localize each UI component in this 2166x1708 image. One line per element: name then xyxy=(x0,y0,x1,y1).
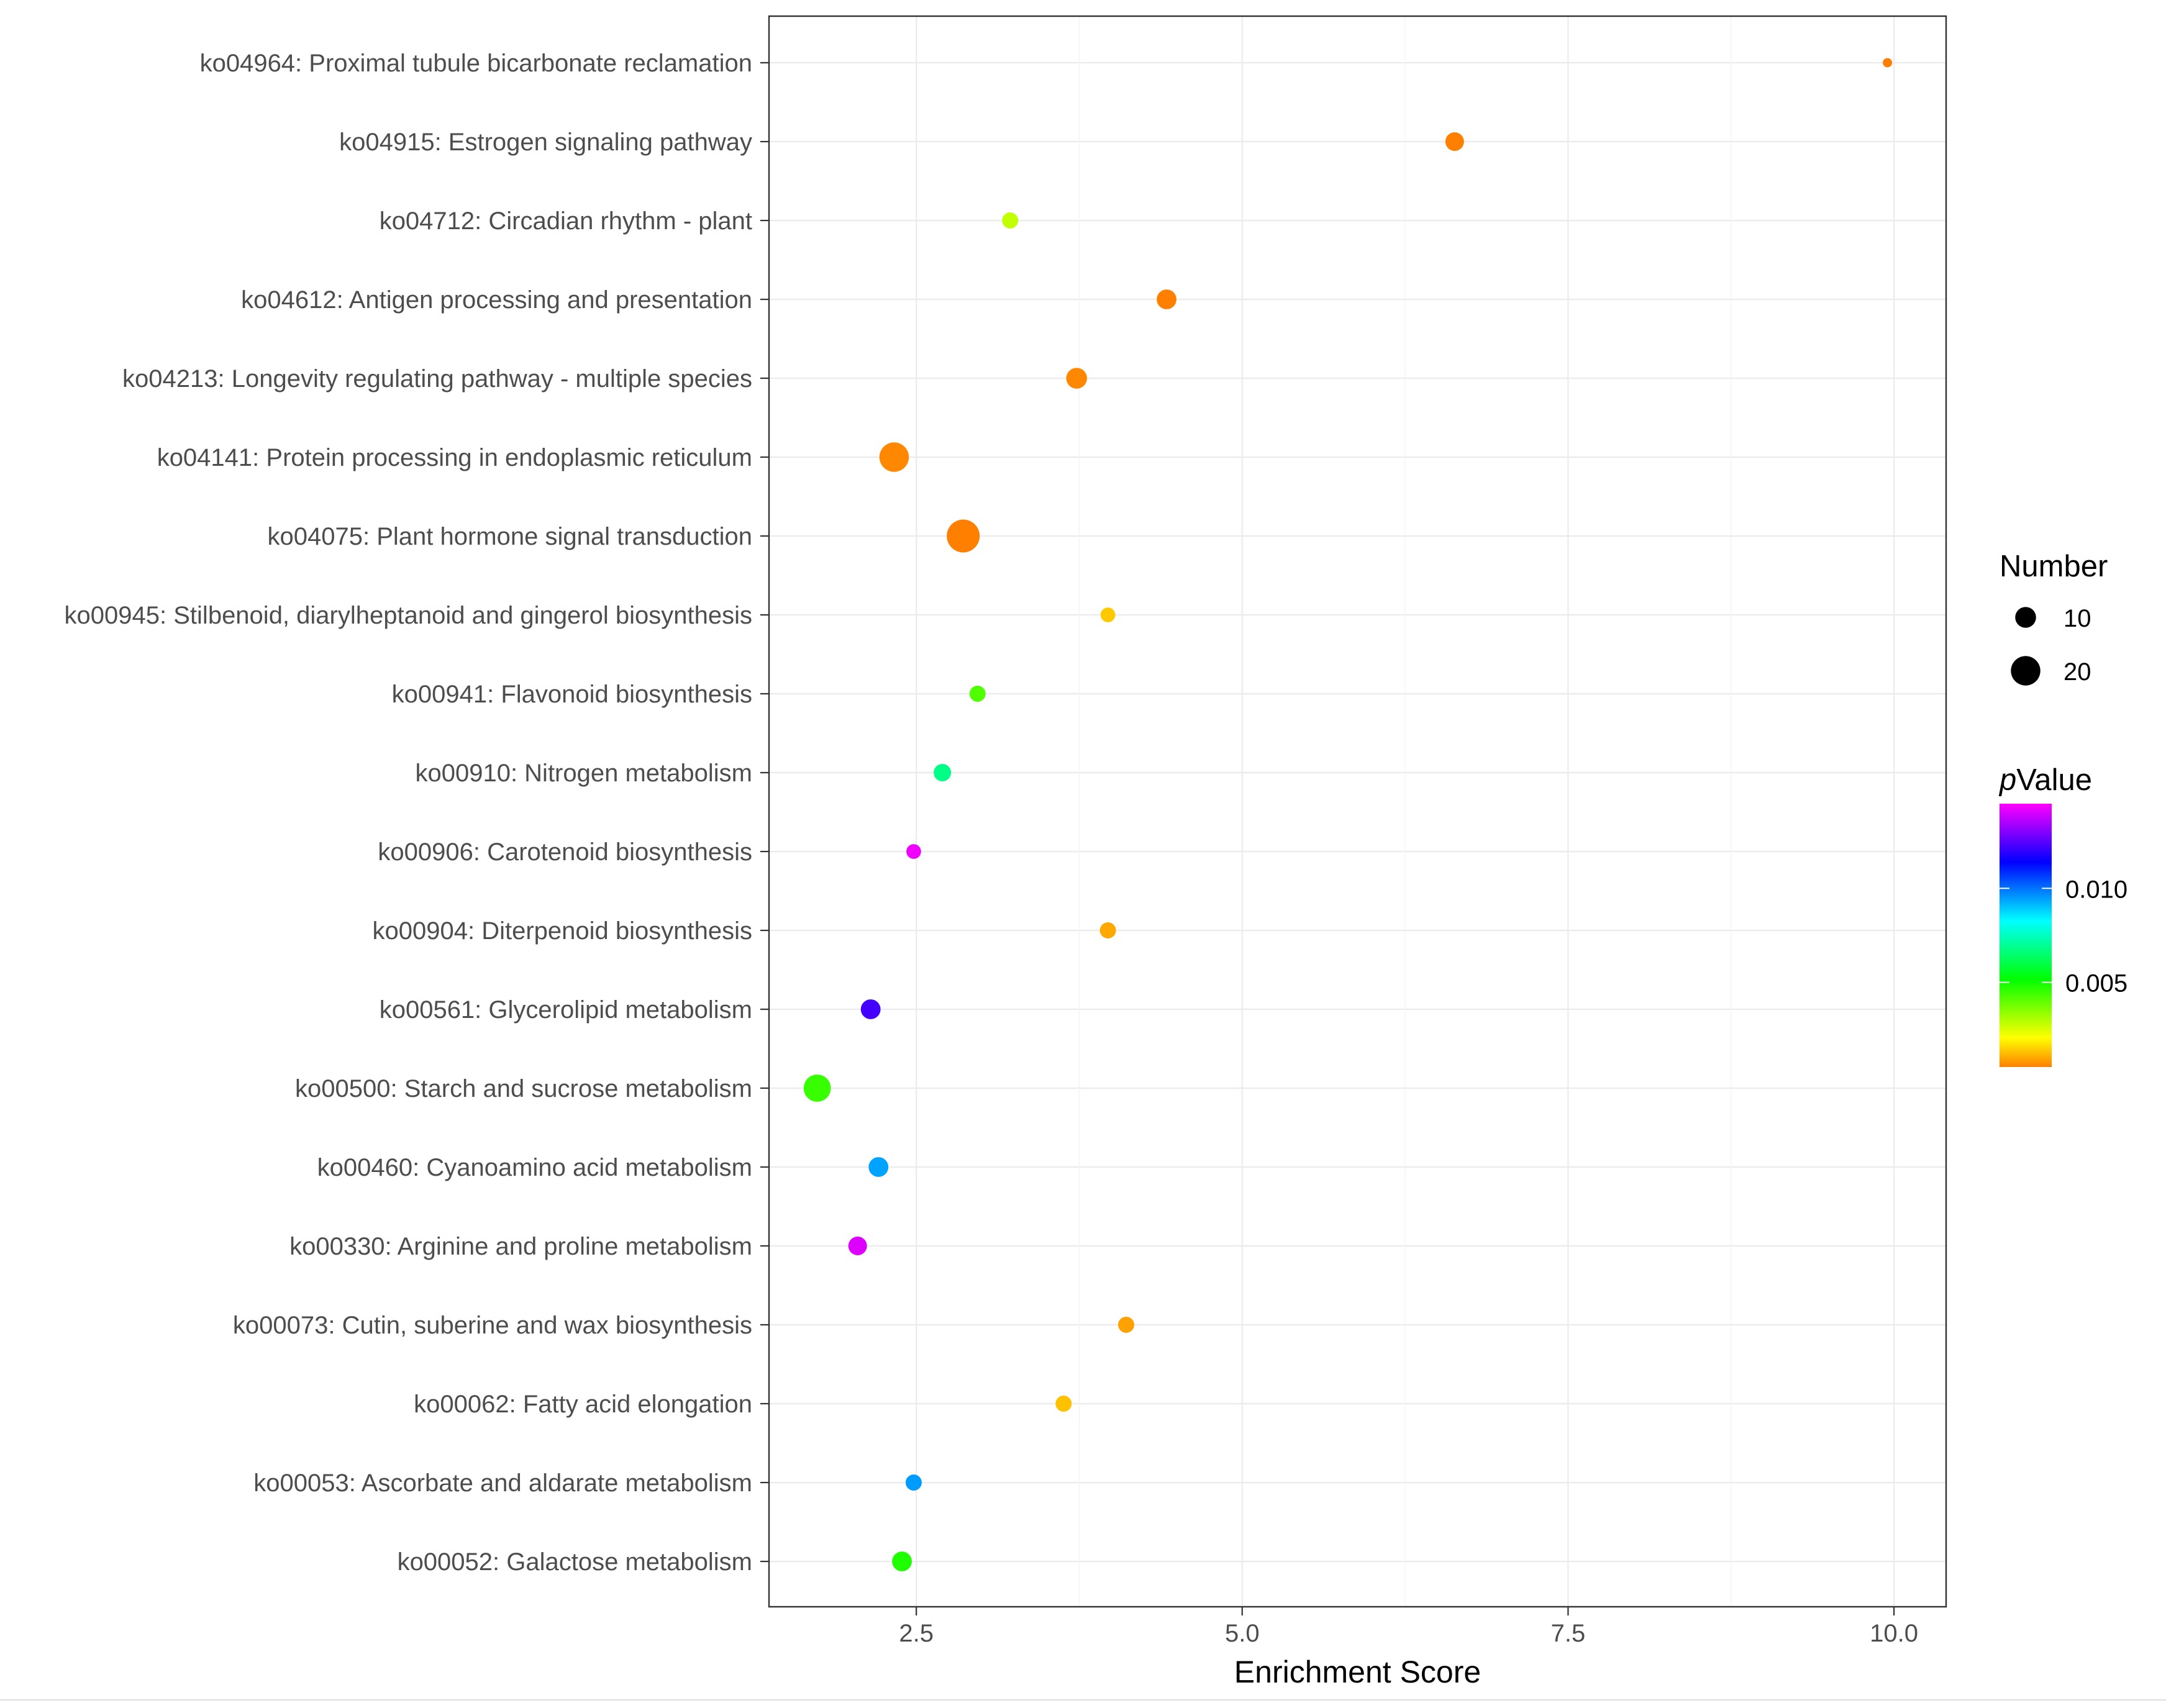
data-point xyxy=(969,686,986,702)
data-point xyxy=(1002,212,1019,229)
data-point xyxy=(860,999,881,1019)
y-axis-category-label: ko04075: Plant hormone signal transducti… xyxy=(267,523,752,550)
colorbar-tick-label: 0.010 xyxy=(2065,876,2127,903)
data-point xyxy=(803,1074,831,1102)
data-point xyxy=(848,1237,867,1255)
colorbar-tick-label: 0.005 xyxy=(2065,970,2127,997)
legend-number-key xyxy=(2015,607,2036,628)
legend-pvalue: pValue 0.010 0.005 xyxy=(1998,763,2127,1067)
data-point xyxy=(1099,922,1116,938)
data-point xyxy=(868,1157,889,1177)
legend-number-key xyxy=(2011,656,2041,686)
data-point xyxy=(1100,607,1116,622)
legend-number-label: 20 xyxy=(2064,658,2091,686)
data-point xyxy=(906,844,921,859)
data-point xyxy=(934,763,952,782)
plot-panel-border xyxy=(768,15,1947,1608)
data-point xyxy=(1445,132,1464,151)
y-axis-category-label: ko00945: Stilbenoid, diarylheptanoid and… xyxy=(65,602,752,629)
y-axis-category-label: ko00053: Ascorbate and aldarate metaboli… xyxy=(253,1470,752,1497)
y-axis-category-labels: ko04964: Proximal tubule bicarbonate rec… xyxy=(65,50,769,1576)
y-axis-category-label: ko00500: Starch and sucrose metabolism xyxy=(295,1075,752,1102)
pvalue-colorbar xyxy=(2000,804,2052,1067)
y-axis-category-label: ko04141: Protein processing in endoplasm… xyxy=(157,444,752,471)
legend-pvalue-title-italic: p xyxy=(1998,763,2016,797)
data-point xyxy=(1157,289,1176,309)
data-point xyxy=(905,1474,922,1491)
y-axis-category-label: ko00460: Cyanoamino acid metabolism xyxy=(317,1154,752,1181)
y-axis-category-label: ko00052: Galactose metabolism xyxy=(398,1548,752,1576)
x-axis-title: Enrichment Score xyxy=(1234,1655,1481,1689)
data-point xyxy=(892,1551,912,1571)
y-axis-category-label: ko00062: Fatty acid elongation xyxy=(414,1391,752,1418)
legend-pvalue-title: pValue xyxy=(1998,763,2092,797)
y-axis-category-label: ko00561: Glycerolipid metabolism xyxy=(380,996,752,1024)
x-axis: 2.5 5.0 7.5 10.0 xyxy=(899,1607,1918,1647)
x-axis-tick-label: 2.5 xyxy=(899,1620,934,1647)
legend-pvalue-title-rest: Value xyxy=(2016,763,2092,797)
data-points xyxy=(803,58,1893,1571)
y-axis-category-label: ko00073: Cutin, suberine and wax biosynt… xyxy=(233,1312,752,1339)
x-axis-tick-label: 7.5 xyxy=(1551,1620,1586,1647)
x-axis-tick-label: 10.0 xyxy=(1870,1620,1918,1647)
y-axis-category-label: ko04612: Antigen processing and presenta… xyxy=(241,286,752,314)
y-axis-category-label: ko00910: Nitrogen metabolism xyxy=(415,760,752,787)
y-axis-category-label: ko00904: Diterpenoid biosynthesis xyxy=(372,917,752,945)
legend-number: Number 10 20 xyxy=(2000,550,2108,686)
data-point xyxy=(1883,58,1893,68)
data-point xyxy=(879,442,909,472)
data-point xyxy=(1066,368,1088,389)
image-bottom-rule xyxy=(0,1699,2166,1701)
y-axis-category-label: ko00941: Flavonoid biosynthesis xyxy=(392,681,752,708)
y-axis-category-label: ko04964: Proximal tubule bicarbonate rec… xyxy=(200,50,752,77)
y-axis-category-label: ko04712: Circadian rhythm - plant xyxy=(380,207,752,235)
legend-number-title: Number xyxy=(2000,550,2108,583)
y-axis-category-label: ko04213: Longevity regulating pathway - … xyxy=(122,365,752,393)
data-point xyxy=(947,519,980,553)
y-axis-category-label: ko04915: Estrogen signaling pathway xyxy=(339,129,752,156)
y-axis-category-label: ko00906: Carotenoid biosynthesis xyxy=(378,838,752,866)
grid-lines xyxy=(769,16,1946,1607)
x-axis-tick-label: 5.0 xyxy=(1225,1620,1260,1647)
y-axis-category-label: ko00330: Arginine and proline metabolism xyxy=(289,1233,752,1260)
data-point xyxy=(1055,1396,1072,1412)
legend-number-label: 10 xyxy=(2064,605,2091,632)
data-point xyxy=(1118,1317,1134,1333)
